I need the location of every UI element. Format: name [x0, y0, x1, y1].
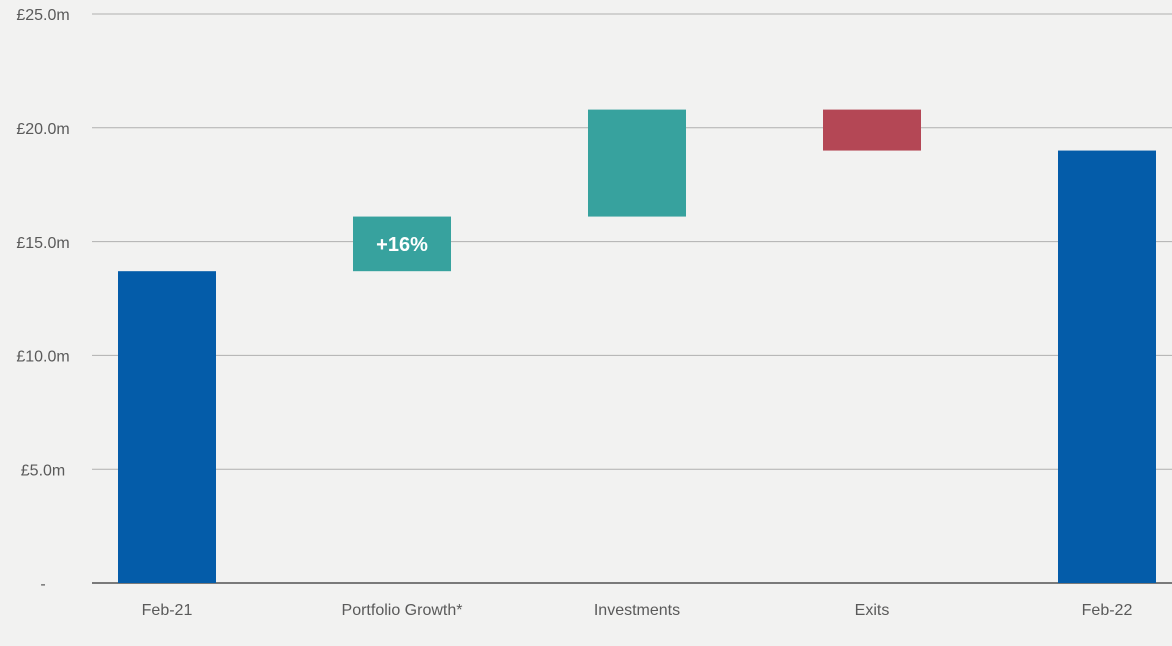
x-tick-label: Feb-22: [1081, 602, 1133, 619]
bar: [118, 271, 216, 583]
y-tick-label: £15.0m: [16, 235, 69, 252]
x-tick-label: Investments: [593, 602, 681, 619]
y-tick-label: £5.0m: [21, 462, 65, 479]
bar: [588, 109, 686, 217]
annotation: +16%: [376, 234, 428, 256]
bar: [1058, 150, 1156, 583]
y-tick-label: -: [40, 576, 45, 593]
bar: [353, 216, 451, 272]
x-tick-label: Feb-21: [141, 602, 193, 619]
y-tick-label: £10.0m: [16, 349, 69, 366]
y-tick-label: £20.0m: [16, 121, 69, 138]
x-tick-label: Exits: [854, 602, 890, 619]
y-tick-label: £25.0m: [16, 7, 69, 24]
bar: [823, 109, 921, 151]
x-tick-label: Portfolio Growth*: [341, 602, 463, 619]
